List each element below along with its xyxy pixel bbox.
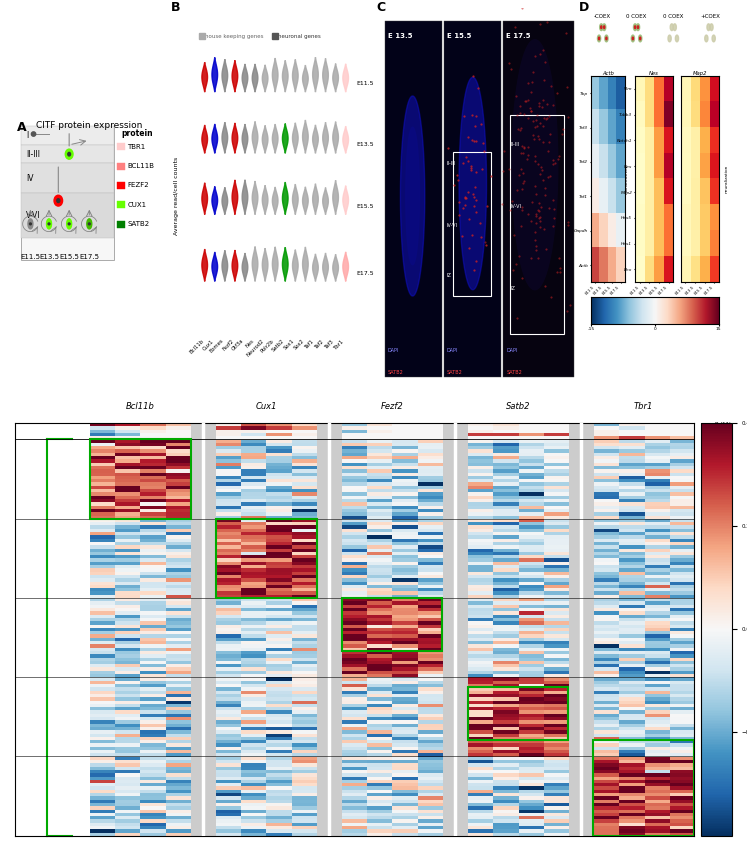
Text: BCL11B: BCL11B [127, 163, 154, 169]
Bar [117, 143, 125, 150]
Bar [216, 519, 317, 598]
Ellipse shape [31, 132, 36, 136]
Text: Tbr1: Tbr1 [714, 436, 727, 441]
Ellipse shape [68, 223, 70, 225]
Bar [117, 182, 125, 189]
Text: C: C [376, 1, 385, 14]
Ellipse shape [29, 223, 31, 225]
Text: Bcl11b: Bcl11b [126, 403, 155, 411]
Bar [117, 202, 125, 208]
Ellipse shape [46, 219, 52, 229]
Text: Satb2: Satb2 [714, 432, 731, 437]
Text: Cux1: Cux1 [255, 403, 277, 411]
Ellipse shape [28, 219, 33, 229]
Bar [117, 221, 125, 228]
Text: TBR1: TBR1 [127, 143, 146, 149]
Text: D: D [579, 1, 589, 14]
Ellipse shape [57, 198, 60, 203]
Text: Fezf2: Fezf2 [714, 429, 729, 434]
Text: II-III: II-III [26, 149, 40, 159]
Ellipse shape [48, 223, 50, 225]
Bar [117, 163, 125, 170]
Bar [21, 164, 114, 193]
Text: Tbr1: Tbr1 [714, 790, 719, 805]
Bar [21, 145, 114, 164]
Text: V-VI: V-VI [26, 211, 40, 219]
Text: E15.5: E15.5 [59, 254, 79, 260]
Bar [21, 127, 114, 145]
Text: SATB2: SATB2 [127, 221, 149, 227]
Ellipse shape [87, 219, 92, 229]
Bar [593, 740, 694, 836]
Bar [90, 440, 190, 519]
Bar [21, 193, 114, 238]
Bar [468, 687, 568, 740]
Text: A: A [16, 121, 26, 134]
Text: CITF protein expression: CITF protein expression [36, 121, 143, 130]
Text: Tbr1: Tbr1 [634, 403, 654, 411]
Text: B: B [171, 1, 180, 14]
Text: Average read/cell counts: Average read/cell counts [174, 157, 179, 235]
Text: Fezf2: Fezf2 [381, 403, 403, 411]
Text: Satb2: Satb2 [506, 403, 530, 411]
Text: Cux1: Cux1 [714, 425, 728, 430]
Text: Bcl11b: Bcl11b [714, 422, 733, 427]
Text: CUX1: CUX1 [127, 202, 146, 208]
Text: Satb2: Satb2 [714, 709, 719, 728]
Text: E17.5: E17.5 [79, 254, 99, 260]
Text: IV: IV [26, 174, 34, 182]
Text: E13.5: E13.5 [39, 254, 59, 260]
Ellipse shape [54, 195, 63, 206]
Text: I: I [26, 131, 28, 140]
Bar [341, 598, 442, 651]
Text: Cux1: Cux1 [714, 552, 719, 568]
Text: protein: protein [122, 129, 153, 138]
Text: Bcl11b: Bcl11b [714, 470, 719, 491]
Bar [21, 127, 114, 259]
Text: Fezf2: Fezf2 [714, 630, 719, 647]
Ellipse shape [66, 219, 72, 229]
Ellipse shape [65, 149, 73, 160]
Text: FEZF2: FEZF2 [127, 182, 149, 188]
Ellipse shape [68, 153, 70, 156]
Text: E11.5: E11.5 [20, 254, 40, 260]
Ellipse shape [88, 223, 90, 225]
